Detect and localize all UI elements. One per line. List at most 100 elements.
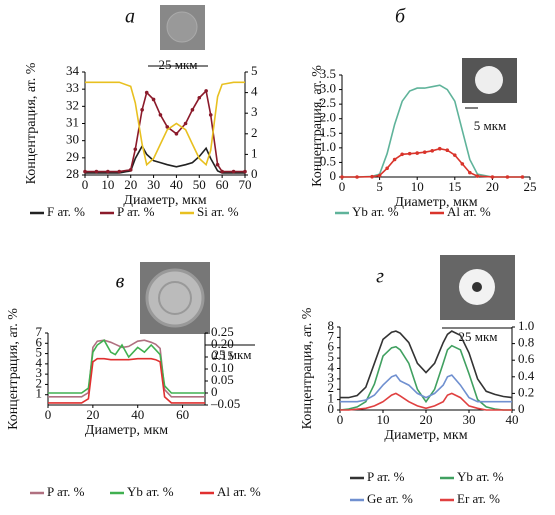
x-tick-label: 10	[377, 412, 390, 427]
y2-tick-label: 0.10	[211, 360, 234, 375]
y-tick-label: 4	[36, 355, 43, 370]
data-point	[144, 90, 149, 95]
data-point	[151, 97, 156, 102]
data-point	[165, 125, 170, 129]
data-point	[468, 170, 472, 175]
legend-label: P ат. %	[117, 204, 155, 219]
data-point	[183, 121, 188, 126]
y-tick-label: 6	[36, 334, 43, 349]
data-point	[520, 175, 525, 179]
y-tick-label: 1	[36, 386, 43, 401]
y2-tick-label: 3	[251, 104, 258, 119]
series-line	[48, 339, 205, 394]
y-axis-label: Концентрация, ат. %	[310, 65, 325, 187]
panel-title: а	[125, 6, 135, 28]
y-tick-label: 31	[66, 114, 79, 129]
y-tick-label: 7	[328, 328, 335, 343]
series-line	[342, 84, 523, 178]
y-tick-label: 3.5	[320, 66, 336, 81]
y-tick-label: 5	[36, 345, 43, 360]
x-tick-label: 70	[239, 177, 252, 192]
legend-label: Yb ат. %	[127, 484, 174, 499]
y2-tick-label: 5	[251, 63, 258, 78]
y-tick-label: 5	[328, 349, 335, 364]
x-axis-label: Диаметр, мкм	[85, 423, 168, 438]
y-tick-label: 2	[36, 375, 43, 390]
y2-tick-label: 0.6	[518, 351, 535, 366]
x-tick-label: 10	[411, 179, 424, 194]
x-tick-label: 0	[337, 412, 344, 427]
y-axis-label: Концентрация, ат. %	[6, 308, 21, 430]
x-tick-label: 0	[45, 407, 52, 422]
legend-label: Er ат. %	[457, 491, 500, 506]
scale-label: 25 мкм	[458, 329, 497, 344]
series-line	[85, 144, 245, 174]
x-tick-label: 60	[216, 177, 229, 192]
y2-tick-label: 1.0	[518, 318, 534, 333]
y2-tick-label: 0.20	[211, 336, 234, 351]
data-point	[215, 162, 220, 167]
y2-tick-label: 4	[251, 84, 258, 99]
y2-tick-label: 0.05	[211, 372, 234, 387]
data-point	[460, 162, 465, 166]
series-line	[85, 89, 245, 173]
y-axis-label: Концентрация, ат. %	[300, 307, 315, 429]
series-line	[342, 147, 523, 178]
y-tick-label: 1.0	[320, 139, 336, 154]
data-point	[453, 153, 457, 157]
y2-tick-label: 0.8	[518, 335, 534, 350]
data-point	[140, 107, 144, 112]
data-point	[133, 147, 138, 152]
data-point	[83, 169, 87, 174]
y-tick-label: 33	[66, 80, 79, 95]
y-tick-label: 1	[328, 391, 335, 406]
inset-core	[472, 282, 482, 292]
y-tick-label: 1.5	[320, 124, 336, 139]
y-tick-label: 3	[36, 365, 43, 380]
data-point	[445, 148, 450, 152]
legend-label: Yb ат. %	[457, 469, 504, 484]
y-tick-label: 3.0	[320, 81, 336, 96]
y2-tick-label: 0.4	[518, 368, 535, 383]
y-tick-label: 0	[330, 168, 337, 183]
y-tick-label: 34	[66, 63, 80, 78]
panel-title: г	[376, 266, 384, 288]
legend-label: Si ат. %	[197, 204, 239, 219]
data-point	[505, 175, 510, 179]
x-tick-label: 40	[131, 407, 144, 422]
scale-label: 25 мкм	[212, 347, 251, 362]
x-tick-label: 15	[448, 179, 461, 194]
x-tick-label: 25	[524, 179, 537, 194]
y-tick-label: 2.0	[320, 110, 336, 125]
y-tick-label: 3	[328, 370, 335, 385]
data-point	[117, 169, 122, 174]
y-tick-label: 6	[328, 339, 335, 354]
series-line	[48, 357, 205, 404]
data-point	[190, 107, 195, 112]
insets	[140, 5, 517, 346]
inset-ring	[158, 281, 192, 315]
panel-title: б	[395, 6, 406, 28]
data-point	[370, 174, 374, 179]
data-point	[231, 169, 236, 174]
data-point	[340, 175, 344, 179]
legend-label: Ge ат. %	[367, 491, 413, 506]
series-line	[85, 81, 245, 167]
legend-label: Al ат. %	[217, 484, 261, 499]
x-tick-label: 40	[506, 412, 519, 427]
y2-tick-label: 0	[251, 166, 258, 181]
y2-tick-label: 0	[518, 401, 525, 416]
data-point	[422, 150, 427, 155]
data-point	[174, 132, 179, 136]
x-tick-label: 10	[101, 177, 114, 192]
data-point	[407, 151, 412, 156]
data-point	[377, 173, 382, 178]
legend-label: F ат. %	[47, 204, 85, 219]
legend-label: Yb ат. %	[352, 204, 399, 219]
x-tick-label: 30	[463, 412, 476, 427]
y-tick-label: 0	[328, 401, 335, 416]
y2-tick-label: 2	[251, 125, 258, 140]
data-point	[392, 157, 397, 162]
data-point	[415, 151, 420, 155]
